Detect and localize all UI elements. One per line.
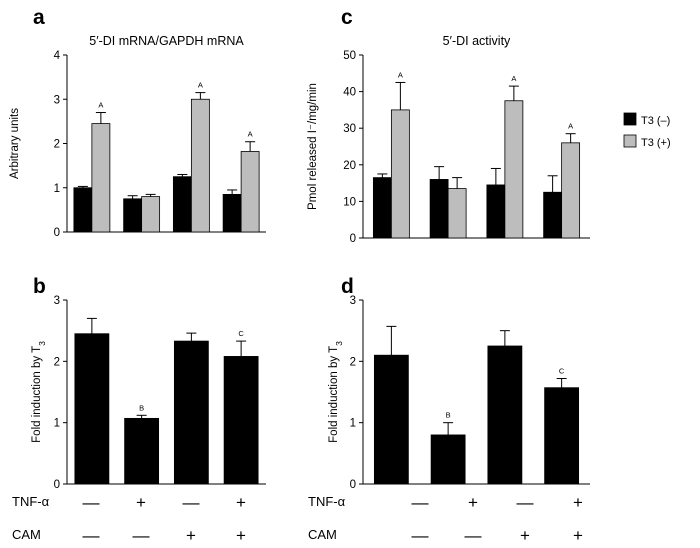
condition-sign: + (186, 526, 196, 545)
panel-letter: b (33, 275, 46, 298)
legend: T3 (–) T3 (+) (623, 112, 671, 149)
bar-c-t3_plus-4 (561, 142, 581, 239)
condition-sign: — (183, 493, 200, 512)
chart-panel-b: b Fold induction by T3 0 1 2 3 B C (31, 275, 266, 491)
y-tick-label: 40 (343, 87, 356, 99)
condition-label-right: CAM (308, 527, 337, 542)
y-tick-label: 1 (54, 183, 60, 195)
bar-c-t3_plus-3 (504, 100, 524, 239)
chart-panel-a: a 5′-DI mRNA/GAPDH mRNA Arbitrary units 0 1 2… (9, 6, 266, 239)
y-axis-label: Fold induction by T3 (328, 341, 344, 443)
significance-label: B (446, 411, 451, 420)
condition-sign: + (468, 493, 478, 512)
bar-d-t3_minus-2 (430, 434, 466, 485)
condition-sign: — (83, 493, 100, 512)
y-tick-label: 0 (54, 227, 60, 239)
significance-label: C (559, 367, 565, 376)
y-tick-label: 0 (54, 479, 60, 491)
bar-a-t3_minus-1 (73, 187, 93, 233)
y-tick-label: 4 (54, 50, 61, 62)
bar-b-t3_minus-2 (124, 417, 160, 485)
condition-sign: — (412, 493, 429, 512)
y-tick-label: 10 (343, 196, 356, 208)
legend-label-t3_minus: T3 (–) (641, 115, 670, 127)
condition-label-right: TNF-α (308, 494, 346, 509)
y-tick-label: 1 (54, 418, 60, 430)
y-tick-label: 3 (54, 94, 60, 106)
bar-c-t3_minus-3 (486, 184, 506, 239)
condition-sign: + (520, 526, 530, 545)
condition-sign: — (133, 526, 150, 545)
y-axis-label: Pmol released I⁻/mg/min (307, 83, 319, 210)
panels: a 5′-DI mRNA/GAPDH mRNA Arbitrary units 0 1 2… (9, 6, 590, 491)
y-tick-label: 2 (54, 139, 60, 151)
bar-c-t3_minus-2 (429, 179, 449, 239)
y-axis-label: Fold induction by T3 (31, 341, 47, 443)
bar-b-t3_minus-3 (173, 340, 209, 485)
y-tick-label: 30 (343, 123, 356, 135)
condition-sign: — (465, 526, 482, 545)
bar-c-t3_plus-2 (447, 188, 467, 239)
condition-sign: + (236, 526, 246, 545)
significance-label: A (511, 74, 516, 83)
significance-label: B (139, 403, 144, 412)
y-tick-label: 1 (350, 418, 356, 430)
panel-letter: c (341, 6, 353, 29)
y-axis-label: Arbitrary units (9, 108, 21, 179)
chart-title: 5′-DI activity (443, 34, 511, 48)
chart-panel-c: c 5′-DI activity Pmol released I⁻/mg/min 0 1… (307, 6, 590, 245)
condition-sign: + (236, 493, 246, 512)
y-tick-label: 3 (350, 295, 356, 307)
y-tick-label: 0 (350, 479, 356, 491)
bar-c-t3_plus-1 (390, 109, 410, 239)
bar-a-t3_plus-4 (240, 151, 260, 233)
bar-a-t3_plus-2 (141, 196, 161, 233)
legend-label-t3_plus: T3 (+) (641, 137, 671, 149)
bar-d-t3_minus-4 (544, 387, 580, 485)
bar-b-t3_minus-1 (74, 333, 110, 485)
panel-letter: d (341, 275, 354, 298)
condition-sign: — (83, 526, 100, 545)
bar-a-t3_plus-1 (91, 123, 111, 233)
y-tick-label: 20 (343, 160, 356, 172)
bar-c-t3_minus-1 (372, 177, 392, 239)
condition-sign: + (573, 526, 583, 545)
bar-a-t3_minus-2 (123, 198, 143, 233)
y-tick-label: 2 (54, 356, 60, 368)
bar-a-t3_plus-3 (190, 98, 210, 233)
y-tick-label: 2 (350, 356, 356, 368)
chart-panel-d: d Fold induction by T3 0 1 2 3 B C (328, 275, 590, 491)
y-tick-label: 50 (343, 50, 356, 62)
condition-sign: — (517, 493, 534, 512)
bar-c-t3_minus-4 (543, 191, 563, 239)
condition-sign: + (573, 493, 583, 512)
legend-swatch-t3_minus (623, 112, 637, 126)
significance-label: A (198, 81, 203, 90)
panel-letter: a (33, 6, 45, 29)
bar-d-t3_minus-1 (373, 354, 409, 485)
significance-label: A (398, 70, 403, 79)
significance-label: A (568, 122, 573, 131)
condition-label-left: TNF-α (12, 494, 50, 509)
significance-label: A (98, 101, 103, 110)
legend-swatch-t3_plus (623, 134, 637, 148)
condition-sign: + (136, 493, 146, 512)
bar-d-t3_minus-3 (487, 345, 523, 485)
condition-table: TNF-α TNF-α — — + + — — + + CAM CAM — — — — + + + + (12, 493, 583, 545)
condition-label-left: CAM (12, 527, 41, 542)
significance-label: A (248, 130, 253, 139)
y-tick-label: 3 (54, 295, 60, 307)
condition-sign: — (412, 526, 429, 545)
bar-a-t3_minus-3 (172, 176, 192, 233)
y-tick-label: 0 (350, 233, 356, 245)
bar-a-t3_minus-4 (222, 193, 242, 233)
bar-b-t3_minus-4 (223, 356, 259, 485)
significance-label: C (238, 329, 244, 338)
chart-title: 5′-DI mRNA/GAPDH mRNA (89, 34, 244, 48)
